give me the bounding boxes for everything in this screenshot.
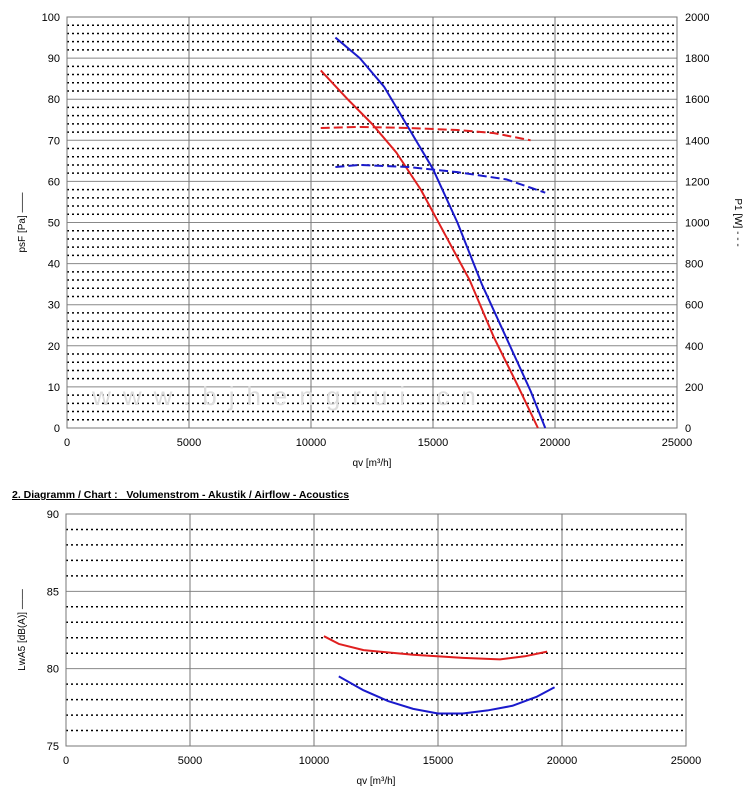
chart2-title: 2. Diagramm / Chart : Volumenstrom - Aku… (12, 489, 350, 501)
y2-tick-label: 200 (685, 382, 703, 394)
y-tick-label: 10 (48, 382, 60, 394)
y2-tick-label: 2000 (685, 12, 709, 24)
series-line-1 (338, 675, 556, 715)
series-line-0 (334, 36, 547, 429)
x-tick-label: 0 (63, 755, 69, 767)
y-tick-label: 20 (48, 341, 60, 353)
y2-tick-label: 1000 (685, 218, 709, 230)
y2-tick-label: 1400 (685, 135, 709, 147)
y2-tick-label: 1200 (685, 176, 709, 188)
y-tick-label: 90 (47, 509, 59, 521)
plot-frame (66, 16, 678, 429)
y-tick-label: 60 (48, 176, 60, 188)
plot-frame (65, 513, 687, 747)
y-tick-label: 0 (54, 423, 60, 435)
x-axis-label: qv [m³/h] (357, 776, 396, 787)
series-line-1 (320, 69, 539, 429)
x-tick-label: 5000 (177, 437, 201, 449)
y-axis-label: psF [Pa] —— (17, 192, 28, 252)
y-axis-label: LwA5 [dB(A)] —— (17, 589, 28, 671)
series-line-0 (323, 635, 548, 661)
x-tick-label: 15000 (423, 755, 454, 767)
x-tick-label: 15000 (418, 437, 449, 449)
x-axis-label: qv [m³/h] (353, 458, 392, 469)
y2-tick-label: 400 (685, 341, 703, 353)
y-tick-label: 100 (42, 12, 60, 24)
y-tick-label: 30 (48, 300, 60, 312)
x-tick-label: 25000 (671, 755, 702, 767)
x-tick-label: 10000 (296, 437, 327, 449)
y-tick-label: 50 (48, 218, 60, 230)
y-tick-label: 70 (48, 135, 60, 147)
series-line-3 (335, 163, 546, 194)
x-tick-label: 0 (64, 437, 70, 449)
y2-tick-label: 1800 (685, 53, 709, 65)
y2-tick-label: 600 (685, 300, 703, 312)
y-tick-label: 85 (47, 586, 59, 598)
x-tick-label: 5000 (178, 755, 202, 767)
x-tick-label: 10000 (299, 755, 330, 767)
x-tick-label: 20000 (540, 437, 571, 449)
y-tick-label: 80 (47, 664, 59, 676)
x-tick-label: 25000 (662, 437, 693, 449)
x-tick-label: 20000 (547, 755, 578, 767)
y-tick-label: 40 (48, 259, 60, 271)
y-tick-label: 90 (48, 53, 60, 65)
watermark: www.bjhengrui.cn (91, 381, 488, 411)
series-line-2 (320, 125, 531, 142)
y-tick-label: 75 (47, 741, 59, 753)
y2-tick-label: 1600 (685, 94, 709, 106)
y-tick-label: 80 (48, 94, 60, 106)
y2-axis-label: P1 [W] - - - (732, 198, 743, 246)
y2-tick-label: 800 (685, 259, 703, 271)
y2-tick-label: 0 (685, 423, 691, 435)
